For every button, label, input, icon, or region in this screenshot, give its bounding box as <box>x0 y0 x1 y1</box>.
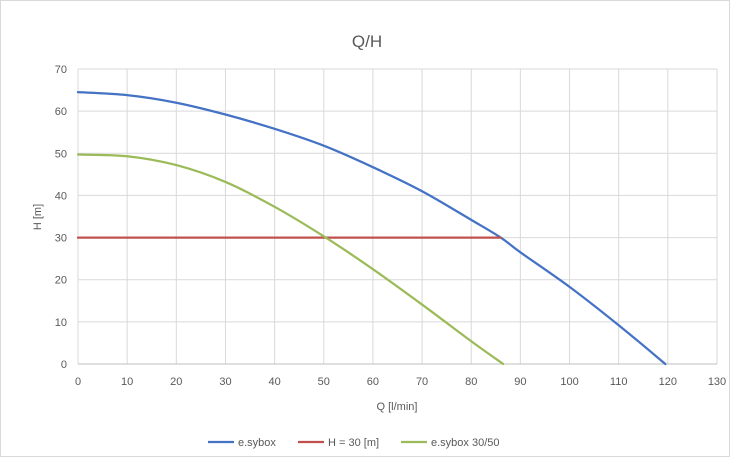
y-tick-label: 30 <box>55 233 67 245</box>
x-tick-label: 60 <box>367 376 379 388</box>
y-tick-label: 10 <box>55 317 67 329</box>
x-tick-label: 0 <box>75 376 81 388</box>
y-tick-label: 0 <box>61 359 67 371</box>
series-line-2 <box>76 153 505 366</box>
x-tick-label: 50 <box>318 376 330 388</box>
x-tick-label: 30 <box>219 376 231 388</box>
legend-label: e.sybox <box>238 437 276 449</box>
y-tick-label: 40 <box>55 190 67 202</box>
series-lines <box>76 91 667 366</box>
x-tick-label: 90 <box>514 376 526 388</box>
x-tick-label: 120 <box>659 376 677 388</box>
chart-title: Q/H <box>352 32 382 51</box>
y-tick-label: 20 <box>55 275 67 287</box>
x-tick-label: 130 <box>708 376 726 388</box>
x-axis-title: Q [l/min] <box>377 401 418 413</box>
x-tick-label: 110 <box>610 376 628 388</box>
x-tick-label: 10 <box>121 376 133 388</box>
x-tick-label: 20 <box>170 376 182 388</box>
gridlines <box>77 68 718 364</box>
legend: e.sybox H = 30 [m] e.sybox 30/50 <box>208 437 500 449</box>
y-axis-title: H [m] <box>32 204 44 230</box>
legend-label: e.sybox 30/50 <box>431 437 500 449</box>
y-tick-label: 50 <box>55 148 67 160</box>
x-tick-label: 70 <box>416 376 428 388</box>
x-tick-label: 40 <box>268 376 280 388</box>
y-tick-label: 60 <box>55 106 67 118</box>
axes: 0 10 20 30 40 50 60 70 0 10 20 30 40 50 60 70 80 90 100 110… <box>55 64 726 388</box>
x-tick-label: 80 <box>465 376 477 388</box>
series-line-0 <box>76 91 667 366</box>
legend-label: H = 30 [m] <box>328 437 379 449</box>
x-tick-label: 100 <box>560 376 578 388</box>
y-tick-label: 70 <box>55 64 67 76</box>
